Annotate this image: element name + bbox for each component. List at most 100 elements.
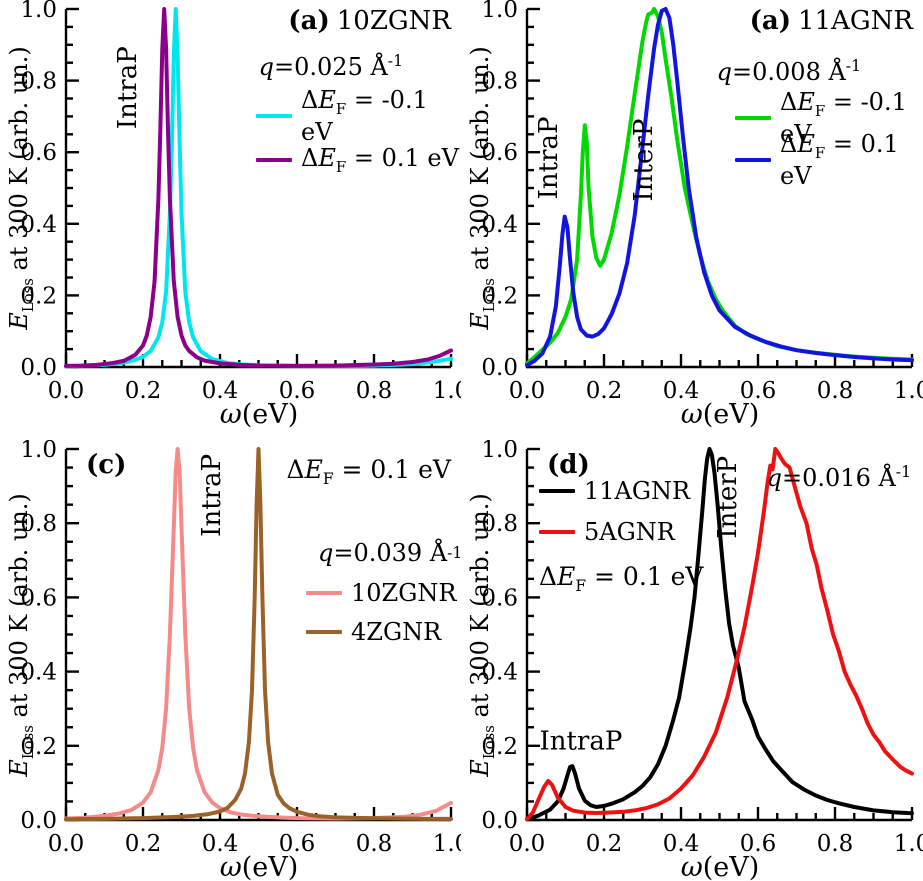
panel-title: (d) — [547, 450, 597, 480]
svg-text:0.6: 0.6 — [740, 831, 777, 857]
svg-text:0.8: 0.8 — [20, 511, 57, 537]
svg-text:0.2: 0.2 — [481, 283, 518, 309]
legend: 11AGNR 5AGNR — [539, 477, 690, 546]
svg-text:0.8: 0.8 — [817, 831, 854, 857]
svg-text:0.8: 0.8 — [356, 378, 393, 404]
q-value-label: q =0.039 Å -1 — [318, 539, 463, 567]
panel-title: (a) 10ZGNR — [288, 6, 451, 36]
panel-a-11agnr: 0.0 0.2 0.4 0.6 0.8 1.0 0.0 0.2 0.4 0.6 0.8 1.0 Intr… — [461, 0, 923, 440]
legend-item: 10ZGNR — [306, 579, 462, 607]
svg-text:1.0: 1.0 — [433, 378, 461, 404]
panel-tag: (a) — [749, 6, 792, 36]
legend-label: 10ZGNR — [351, 579, 457, 607]
legend-line-swatch — [306, 630, 342, 634]
svg-text:0.0: 0.0 — [20, 808, 57, 834]
panel-d-agnr-comparison: 0.0 0.2 0.4 0.6 0.8 1.0 0.0 0.2 0.4 0.6 0.8 1.0 Intr… — [461, 440, 923, 881]
svg-text:0.2: 0.2 — [586, 378, 623, 404]
svg-text:0.6: 0.6 — [20, 140, 57, 166]
svg-text:0.0: 0.0 — [48, 378, 85, 404]
legend-item: ΔEF = 0.1 eV — [256, 144, 461, 176]
svg-text:1.0: 1.0 — [433, 831, 461, 857]
panel-title-text: 10ZGNR — [336, 6, 451, 36]
panel-title: (c) — [86, 450, 133, 480]
svg-text:0.4: 0.4 — [481, 660, 518, 686]
legend-item: 4ZGNR — [306, 618, 462, 646]
svg-text:0.8: 0.8 — [481, 511, 518, 537]
svg-text:0.8: 0.8 — [481, 69, 518, 95]
legend-line-swatch — [256, 114, 292, 118]
legend: ΔEF = -0.1 eV ΔEF = 0.1 eV — [256, 86, 461, 176]
x-axis-label: ω(eV) — [219, 399, 299, 430]
legend-label: ΔEF = -0.1 eV — [780, 88, 907, 148]
legend-line-swatch — [306, 591, 342, 595]
legend-item: ΔEF = 0.1 eV — [735, 130, 923, 190]
legend-line-swatch — [735, 158, 771, 162]
panel-a-10zgnr: 0.0 0.2 0.4 0.6 0.8 1.0 0.0 0.2 0.4 0.6 0.8 1.0 Intr… — [0, 0, 461, 440]
plot-canvas-c: 0.0 0.2 0.4 0.6 0.8 1.0 0.0 0.2 0.4 0.6 0.8 1.0 Intr… — [20, 440, 461, 857]
svg-text:IntraP: IntraP — [539, 727, 622, 757]
x-axis-label: ω(eV) — [680, 852, 760, 881]
legend-item: 5AGNR — [539, 518, 690, 546]
legend-item: 11AGNR — [539, 477, 690, 505]
svg-text:0.2: 0.2 — [481, 734, 518, 760]
svg-text:0.0: 0.0 — [48, 831, 85, 857]
svg-text:0.2: 0.2 — [125, 831, 162, 857]
svg-text:0.6: 0.6 — [20, 585, 57, 611]
svg-text:0.4: 0.4 — [663, 831, 700, 857]
svg-text:1.0: 1.0 — [481, 440, 518, 463]
panel-title-text: 11AGNR — [798, 6, 913, 36]
svg-text:0.0: 0.0 — [509, 378, 546, 404]
legend-label: 4ZGNR — [351, 618, 442, 646]
svg-text:1.0: 1.0 — [894, 378, 923, 404]
panel-c-zgnr-comparison: 0.0 0.2 0.4 0.6 0.8 1.0 0.0 0.2 0.4 0.6 0.8 1.0 Intr… — [0, 440, 462, 881]
q-value-label: q=0.016 Å-1 — [766, 463, 911, 492]
svg-text:0.6: 0.6 — [279, 378, 316, 404]
svg-text:0.2: 0.2 — [125, 378, 162, 404]
svg-text:0.0: 0.0 — [481, 355, 518, 381]
legend-label: 11AGNR — [584, 477, 691, 505]
svg-text:0.6: 0.6 — [740, 378, 777, 404]
svg-text:0.4: 0.4 — [20, 660, 57, 686]
fermi-shift-label: ΔEF = 0.1 eV — [286, 455, 451, 488]
x-axis-label: ω(eV) — [219, 852, 299, 881]
svg-text:InterP: InterP — [629, 119, 659, 202]
svg-text:0.8: 0.8 — [356, 831, 393, 857]
svg-text:1.0: 1.0 — [481, 0, 518, 23]
svg-text:0.6: 0.6 — [481, 585, 518, 611]
y-axis-label: ELoss at 300 K (arb. un.) — [466, 493, 498, 777]
plot-canvas-d: 0.0 0.2 0.4 0.6 0.8 1.0 0.0 0.2 0.4 0.6 0.8 1.0 Intr… — [481, 440, 923, 857]
svg-text:0.8: 0.8 — [817, 378, 854, 404]
svg-text:0.0: 0.0 — [481, 808, 518, 834]
panel-tag: (a) — [288, 6, 330, 36]
svg-text:0.2: 0.2 — [20, 283, 57, 309]
svg-text:0.4: 0.4 — [202, 378, 239, 404]
y-axis-label: ELoss at 300 K (arb. un.) — [466, 46, 498, 330]
legend-label: ΔEF = 0.1 eV — [301, 144, 459, 176]
svg-text:0.4: 0.4 — [20, 212, 57, 238]
y-axis-label: ELoss at 300 K (arb. un.) — [5, 493, 37, 777]
legend: q =0.039 Å -1 10ZGNR 4ZGNR — [306, 538, 462, 646]
q-value-label: q=0.025 Å-1 — [258, 52, 403, 81]
legend: ΔEF = -0.1 eV ΔEF = 0.1 eV — [735, 88, 923, 190]
svg-text:1.0: 1.0 — [894, 831, 923, 857]
panel-title: (a) 11AGNR — [750, 6, 913, 36]
legend-label: ΔEF = 0.1 eV — [780, 130, 899, 190]
svg-text:0.6: 0.6 — [481, 140, 518, 166]
svg-text:0.4: 0.4 — [663, 378, 700, 404]
panel-tag: (c) — [86, 450, 127, 480]
svg-text:0.8: 0.8 — [20, 69, 57, 95]
plot-canvas-b: 0.0 0.2 0.4 0.6 0.8 1.0 0.0 0.2 0.4 0.6 0.8 1.0 Intr… — [481, 0, 923, 404]
q-value-label: q=0.008 Å-1 — [716, 57, 861, 86]
svg-text:0.6: 0.6 — [279, 831, 316, 857]
svg-text:IntraP: IntraP — [534, 116, 564, 199]
svg-text:InterP: InterP — [713, 456, 743, 539]
legend-line-swatch — [539, 530, 575, 534]
legend-item: ΔEF = -0.1 eV — [256, 86, 461, 146]
legend-line-swatch — [256, 158, 292, 162]
legend-line-swatch — [539, 489, 575, 493]
fermi-shift-label: ΔEF = 0.1 eV — [539, 562, 704, 595]
plot-canvas-a: 0.0 0.2 0.4 0.6 0.8 1.0 0.0 0.2 0.4 0.6 0.8 1.0 Intr… — [20, 0, 461, 404]
legend-label: 5AGNR — [584, 518, 675, 546]
svg-text:0.4: 0.4 — [202, 831, 239, 857]
